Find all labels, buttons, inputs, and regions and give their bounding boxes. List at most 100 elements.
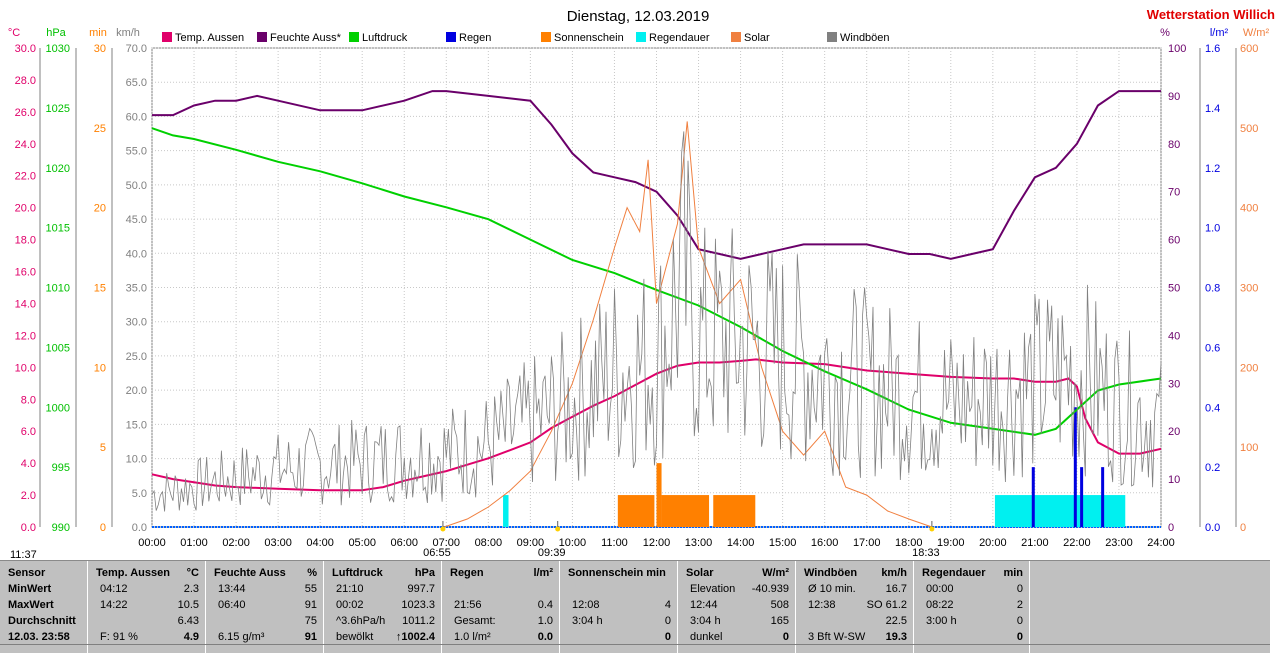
row-current-info: F: 91 % — [100, 631, 138, 643]
axis-unit-sunmin: min — [89, 27, 107, 39]
column-unit: % — [307, 567, 317, 579]
column-title: Regen — [450, 567, 484, 579]
row-value: 6.43 — [177, 615, 199, 627]
y-tick-label-wind: 5.0 — [132, 488, 147, 500]
x-tick-label: 12:00 — [643, 537, 671, 549]
y-tick-label-humidity: 50 — [1168, 283, 1180, 295]
y-tick-label-temp: 14.0 — [15, 298, 36, 310]
y-tick-label-wind: 50.0 — [126, 180, 147, 192]
chart-legend: Temp. Aussen Feuchte Auss* Luftdruck Regen S… — [162, 32, 890, 44]
row-value: 508 — [770, 599, 789, 611]
marker-dot — [555, 526, 561, 532]
y-tick-label-solar: 600 — [1240, 43, 1258, 55]
sensor-title: Sensor — [8, 567, 46, 579]
y-tick-label-temp: 20.0 — [15, 203, 36, 215]
marker-dot — [929, 526, 935, 532]
station-name: Wetterstation Willich — [1147, 7, 1275, 22]
y-tick-label-pressure: 1015 — [46, 223, 70, 235]
y-tick-label-wind: 65.0 — [126, 77, 147, 89]
y-tick-label-humidity: 20 — [1168, 426, 1180, 438]
y-tick-label-sunmin: 20 — [94, 203, 106, 215]
y-tick-label-wind: 70.0 — [126, 43, 147, 55]
bar-sonnenschein — [713, 495, 756, 527]
row-label: 3:04 h — [690, 615, 721, 627]
panel-column-raindur: Regendauer min 00:00 0 08:22 2 3:00 h 0 0 — [914, 561, 1030, 653]
y-tick-label-rain: 0.2 — [1205, 462, 1220, 474]
x-tick-label: 16:00 — [811, 537, 839, 549]
y-tick-label-pressure: 1030 — [46, 43, 70, 55]
sensor-column: Sensor MinWert MaxWert Durchschnitt 12.0… — [0, 561, 88, 653]
legend-label: Temp. Aussen — [175, 32, 244, 44]
row-value: 0 — [664, 615, 671, 627]
row-label: 14:22 — [100, 599, 128, 611]
legend-swatch — [162, 32, 172, 42]
y-tick-label-temp: 24.0 — [15, 139, 36, 151]
x-tick-label: 18:00 — [895, 537, 923, 549]
y-tick-label-rain: 0.6 — [1205, 342, 1220, 354]
y-tick-label-wind: 10.0 — [126, 454, 147, 466]
panel-divider — [0, 644, 1270, 645]
row-current-value: 91 — [304, 631, 317, 643]
row-current-info: bewölkt — [336, 631, 374, 643]
y-tick-label-solar: 100 — [1240, 442, 1258, 454]
y-tick-label-wind: 0.0 — [132, 522, 147, 534]
y-tick-label-humidity: 30 — [1168, 378, 1180, 390]
y-tick-label-wind: 15.0 — [126, 419, 147, 431]
y-tick-label-sunmin: 15 — [94, 283, 106, 295]
column-unit: km/h — [881, 567, 907, 579]
y-tick-label-pressure: 1000 — [46, 402, 70, 414]
row-min-label: MinWert — [8, 583, 52, 595]
y-tick-label-humidity: 100 — [1168, 43, 1186, 55]
row-label: 21:10 — [336, 583, 364, 595]
legend-swatch — [731, 32, 741, 42]
y-tick-label-temp: 18.0 — [15, 235, 36, 247]
column-unit: min — [1003, 567, 1023, 579]
row-label: Ø 10 min. — [808, 583, 856, 595]
weather-chart: 00:00 01:00 02:00 03:00 04:00 05:00 06:00 07:00… — [8, 7, 1275, 560]
row-current-info: 1.0 l/m² — [454, 631, 491, 643]
row-label: 12:08 — [572, 599, 600, 611]
x-tick-label: 04:00 — [306, 537, 334, 549]
y-tick-label-solar: 400 — [1240, 203, 1258, 215]
y-tick-label-temp: 2.0 — [21, 490, 36, 502]
row-label: 08:22 — [926, 599, 954, 611]
row-label: ^3.6hPa/h — [336, 615, 386, 627]
row-value: 91 — [304, 599, 317, 611]
y-tick-label-rain: 1.0 — [1205, 223, 1220, 235]
y-tick-label-temp: 22.0 — [15, 171, 36, 183]
legend-label: Regen — [459, 32, 491, 44]
x-tick-label: 14:00 — [727, 537, 755, 549]
row-label: Gesamt: — [454, 615, 496, 627]
y-tick-label-humidity: 70 — [1168, 187, 1180, 199]
bar-sonnenschein — [617, 495, 655, 527]
column-unit: l/m² — [533, 567, 553, 579]
axis-unit-temp: °C — [8, 27, 20, 39]
x-tick-label: 22:00 — [1063, 537, 1091, 549]
y-tick-label-humidity: 0 — [1168, 522, 1174, 534]
y-tick-label-humidity: 60 — [1168, 235, 1180, 247]
legend-swatch — [446, 32, 456, 42]
y-tick-label-solar: 500 — [1240, 123, 1258, 135]
x-tick-label: 13:00 — [685, 537, 713, 549]
x-tick-label: 11:00 — [601, 537, 628, 549]
y-tick-label-rain: 1.2 — [1205, 163, 1220, 175]
x-tick-label: 05:00 — [348, 537, 376, 549]
y-tick-label-sunmin: 5 — [100, 442, 106, 454]
x-tick-label: 03:00 — [264, 537, 292, 549]
row-current-value: 4.9 — [183, 631, 199, 643]
panel-column-hum: Feuchte Auss% 13:44 55 06:40 91 75 6.15 g/m³ 91 — [206, 561, 324, 653]
row-label: 21:56 — [454, 599, 482, 611]
y-tick-label-pressure: 1005 — [46, 342, 70, 354]
y-tick-label-solar: 300 — [1240, 283, 1258, 295]
x-tick-label: 21:00 — [1021, 537, 1049, 549]
y-tick-label-humidity: 40 — [1168, 330, 1180, 342]
legend-label: Regendauer — [649, 32, 710, 44]
stats-panel: Sensor MinWert MaxWert Durchschnitt 12.0… — [0, 560, 1270, 653]
row-max-label: MaxWert — [8, 599, 54, 611]
bar-regendauer — [503, 495, 509, 527]
y-tick-label-pressure: 1010 — [46, 283, 70, 295]
y-tick-label-humidity: 80 — [1168, 139, 1180, 151]
y-tick-label-sunmin: 30 — [94, 43, 106, 55]
column-title: Windböen — [804, 567, 858, 579]
